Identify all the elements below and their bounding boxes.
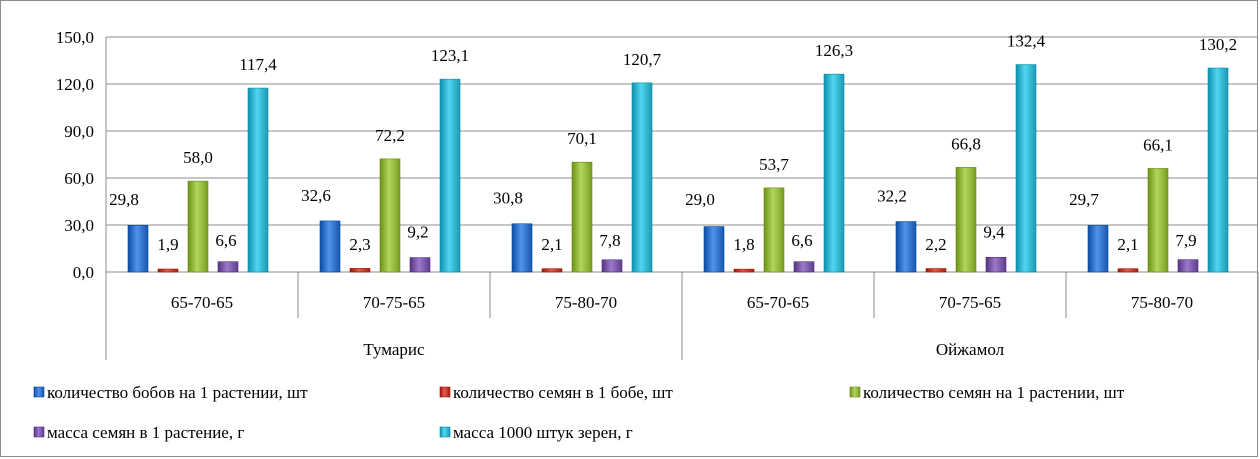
y-tick-label: 90,0 — [64, 122, 94, 141]
bar — [127, 225, 149, 273]
bar — [955, 167, 977, 273]
bar — [1087, 225, 1109, 273]
bar — [1207, 67, 1229, 273]
y-tick-label: 0,0 — [73, 263, 94, 282]
bar — [409, 257, 431, 273]
bar — [823, 73, 845, 273]
data-label: 2,1 — [541, 235, 562, 254]
bar — [1177, 259, 1199, 273]
bar — [703, 226, 725, 273]
legend-label: количество бобов на 1 растении, шт — [47, 383, 308, 402]
data-label: 6,6 — [215, 231, 236, 250]
data-label: 117,4 — [239, 55, 277, 74]
x-axis: 65-70-65 70-75-65 75-80-70 65-70-65 70-75-65… — [105, 272, 1259, 360]
legend-swatch — [33, 426, 45, 438]
y-axis: 0,0 30,0 60,0 90,0 120,0 150,0 — [56, 28, 107, 360]
data-label: 30,8 — [493, 189, 523, 208]
data-label: 29,0 — [685, 190, 715, 209]
x-group-label: Тумарис — [363, 340, 425, 359]
legend-label: количество семян на 1 растении, шт — [863, 383, 1125, 402]
bar — [187, 180, 209, 273]
data-label: 7,9 — [1175, 231, 1196, 250]
legend-swatch — [33, 386, 45, 398]
bar — [985, 256, 1007, 273]
x-category-label: 70-75-65 — [363, 293, 425, 312]
x-group-label: Ойжамол — [936, 340, 1005, 359]
data-label: 123,1 — [431, 46, 469, 65]
legend: количество бобов на 1 растении, шт количе… — [33, 383, 1125, 442]
gridlines — [106, 36, 1258, 273]
bar — [895, 221, 917, 273]
x-category-label: 70-75-65 — [939, 293, 1001, 312]
legend-swatch — [849, 386, 861, 398]
bar — [157, 268, 179, 273]
bar — [571, 161, 593, 273]
data-label: 32,6 — [301, 186, 331, 205]
data-label: 1,9 — [157, 235, 178, 254]
legend-swatch — [439, 386, 451, 398]
bar — [631, 82, 653, 273]
data-label: 70,1 — [567, 129, 597, 148]
bar — [319, 220, 341, 273]
data-label: 132,4 — [1007, 32, 1046, 51]
bar — [925, 268, 947, 273]
legend-swatch — [439, 426, 451, 438]
data-label: 120,7 — [623, 50, 662, 69]
data-label: 66,8 — [951, 134, 981, 153]
data-label: 29,8 — [109, 190, 139, 209]
data-label: 29,7 — [1069, 190, 1099, 209]
data-label: 2,3 — [349, 235, 370, 254]
y-tick-label: 30,0 — [64, 216, 94, 235]
bar — [247, 87, 269, 273]
x-category-label: 75-80-70 — [555, 293, 617, 312]
y-tick-label: 60,0 — [64, 169, 94, 188]
data-label: 32,2 — [877, 187, 907, 206]
bar — [439, 78, 461, 273]
x-category-label: 65-70-65 — [747, 293, 809, 312]
data-label: 7,8 — [599, 231, 620, 250]
bar — [217, 261, 239, 273]
data-label: 53,7 — [759, 155, 789, 174]
legend-label: масса семян в 1 растение, г — [47, 423, 244, 442]
data-label: 130,2 — [1199, 35, 1237, 54]
bar — [763, 187, 785, 273]
data-label: 9,4 — [983, 222, 1005, 241]
legend-label: количество семян в 1 бобе, шт — [453, 383, 673, 402]
data-label: 72,2 — [375, 126, 405, 145]
data-labels: 29,8 1,9 58,0 6,6 117,4 32,6 2,3 72,2 9,2 123,1 30… — [109, 32, 1237, 254]
bar — [541, 268, 563, 273]
bar — [1147, 168, 1169, 273]
legend-label: масса 1000 штук зерен, г — [453, 423, 633, 442]
bar — [511, 223, 533, 273]
data-label: 2,2 — [925, 235, 946, 254]
data-label: 2,1 — [1117, 235, 1138, 254]
bar — [379, 158, 401, 273]
bar — [349, 268, 371, 273]
x-category-label: 65-70-65 — [171, 293, 233, 312]
bar — [793, 261, 815, 273]
x-category-label: 75-80-70 — [1131, 293, 1193, 312]
data-label: 1,8 — [733, 235, 754, 254]
data-label: 6,6 — [791, 231, 812, 250]
bar — [1117, 268, 1139, 273]
bars — [127, 64, 1229, 273]
y-tick-label: 120,0 — [56, 75, 94, 94]
data-label: 66,1 — [1143, 135, 1173, 154]
bar — [733, 268, 755, 273]
data-label: 126,3 — [815, 41, 853, 60]
bar — [601, 259, 623, 273]
data-label: 58,0 — [183, 148, 213, 167]
bar — [1015, 64, 1037, 273]
y-tick-label: 150,0 — [56, 28, 94, 47]
data-label: 9,2 — [407, 223, 428, 242]
